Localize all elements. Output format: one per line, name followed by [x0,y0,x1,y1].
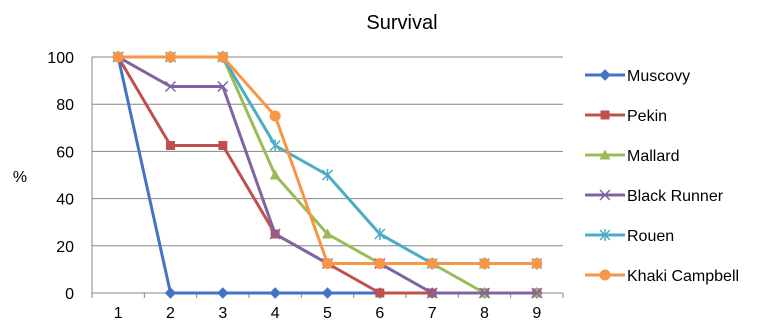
y-tick-label: 80 [56,97,74,114]
data-point-diamond [599,69,611,81]
data-point-x [269,228,281,240]
data-point-triangle [322,228,333,239]
y-tick-label: 0 [65,286,74,303]
data-point-square [218,141,228,150]
y-tick-label: 40 [56,192,74,209]
data-point-circle [599,269,611,281]
legend-item: Black Runner [585,188,724,205]
data-point-x-stroke [531,287,543,299]
legend-item: Pekin [585,108,667,125]
data-point-diamond [217,287,229,299]
legend-item: Mallard [585,148,679,165]
x-tick-label: 3 [218,305,227,322]
data-point-x [478,287,491,299]
data-point-square [166,141,175,150]
y-tick-label: 100 [47,50,74,67]
legend-item: Khaki Campbell [585,268,739,285]
chart-title: Survival [366,12,437,34]
data-point-x-stroke [164,80,177,93]
data-point-circle [165,51,176,63]
data-point-square [375,288,385,298]
legend-label: Rouen [627,228,674,245]
data-point-star [269,139,281,152]
data-point-circle [112,51,124,63]
y-axis-label: % [13,169,27,186]
legend-label: Black Runner [627,188,724,205]
x-tick-label: 1 [114,305,123,322]
data-point-x-stroke [478,287,491,299]
data-point-star [321,169,334,181]
data-point-x [217,80,229,93]
legend-label: Mallard [627,148,679,165]
x-tick-label: 9 [532,305,541,322]
legend: Muscovy Pekin Mallard Black Runner Rouen Khak… [585,68,739,285]
data-point-circle [269,110,281,122]
data-point-diamond [164,287,177,299]
data-point-square [600,110,610,120]
data-point-triangle [269,169,281,180]
data-point-circle [479,258,490,269]
x-tick-label: 5 [323,305,332,322]
data-point-x-stroke [217,80,229,93]
legend-item: Muscovy [585,68,690,85]
series-khaki-campbell [112,51,543,269]
y-tick-label: 20 [56,239,74,256]
data-point-diamond [321,287,334,299]
x-tick-label: 4 [271,305,280,322]
data-point-circle [322,258,333,269]
axis-ticks: 0 20 40 60 80 100 1 2 3 4 5 6 7 8 9 [47,50,541,322]
legend-item: Rouen [585,228,674,245]
data-point-diamond [269,287,281,299]
data-point-x-stroke [269,228,281,240]
data-point-circle [217,51,229,63]
x-tick-label: 8 [480,305,489,322]
data-point-x [164,80,177,93]
data-point-star [374,228,386,240]
data-point-circle [374,258,386,269]
data-point-star [599,229,611,241]
legend-label: Pekin [627,108,667,125]
x-tick-label: 2 [166,305,175,322]
x-tick-label: 6 [375,305,384,322]
data-point-x-stroke [599,189,611,201]
data-point-triangle [599,149,611,160]
data-point-x-stroke [426,287,438,299]
data-point-circle [531,258,543,269]
x-tick-label: 7 [428,305,437,322]
data-point-x [599,189,611,201]
data-point-x [531,287,543,299]
data-point-circle [426,258,438,269]
y-tick-label: 60 [56,144,74,161]
data-point-x [426,287,438,299]
series-lines [112,51,543,299]
legend-label: Muscovy [627,68,690,85]
legend-label: Khaki Campbell [627,268,739,285]
